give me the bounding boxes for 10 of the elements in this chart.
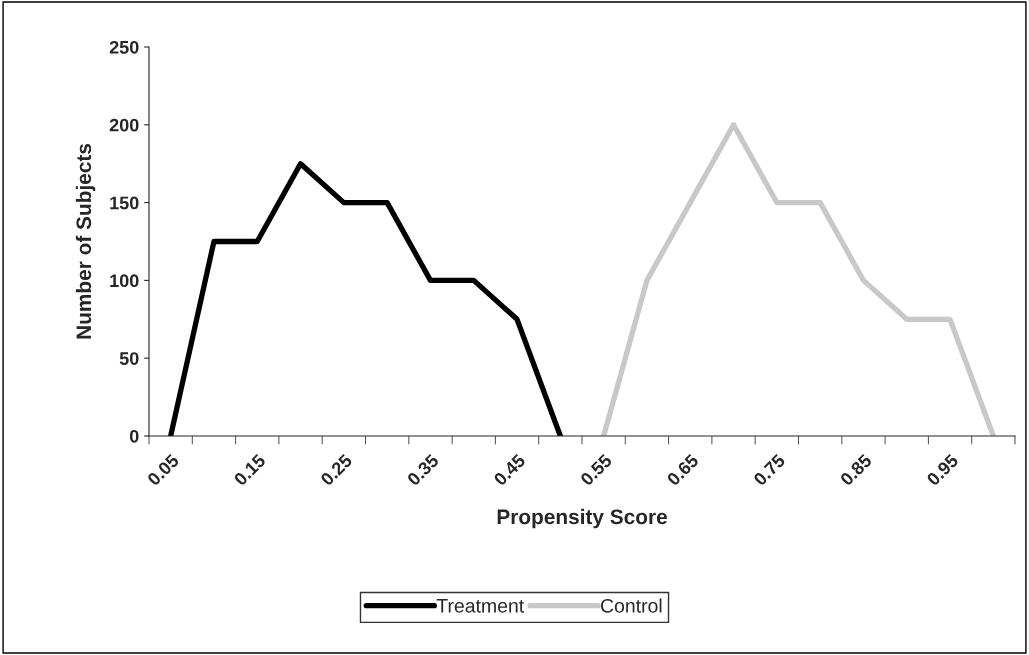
y-axis-title: Number of Subjects <box>75 143 96 339</box>
y-tick-label: 250 <box>109 40 139 54</box>
y-tick-label: 100 <box>110 274 139 288</box>
legend-label: Treatment <box>436 599 525 613</box>
y-tick-label: 50 <box>119 352 139 365</box>
legend-label: Control <box>601 598 662 613</box>
y-tick-label: 0 <box>129 429 139 443</box>
y-tick-label: 200 <box>109 118 139 132</box>
y-tick-label: 150 <box>110 196 139 210</box>
x-axis-title: Propensity Score <box>497 508 667 529</box>
